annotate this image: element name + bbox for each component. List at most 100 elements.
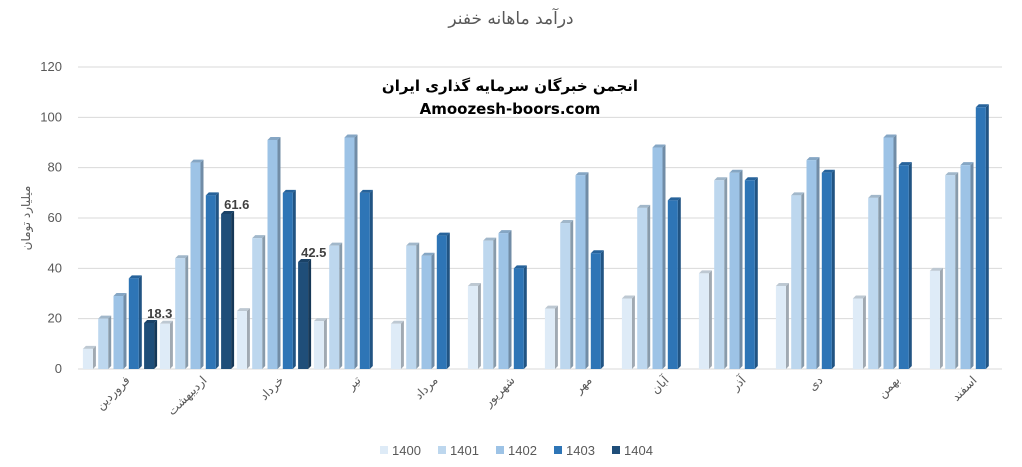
bar-side xyxy=(908,162,912,369)
x-category-label: مرداد xyxy=(412,373,442,403)
y-tick-label: 40 xyxy=(48,260,62,275)
bar-top xyxy=(190,159,204,163)
bar-side xyxy=(862,295,866,369)
bar-1400-9 xyxy=(775,285,786,369)
bar-1403-1 xyxy=(205,195,216,369)
x-category-label: تیر xyxy=(343,373,364,394)
bar-top xyxy=(806,157,820,161)
bar-top xyxy=(652,144,666,148)
bar-top xyxy=(560,220,574,224)
legend-label: 1400 xyxy=(392,443,421,458)
bar-side xyxy=(354,134,358,369)
bar-1402-3 xyxy=(344,137,355,369)
legend-label: 1404 xyxy=(624,443,653,458)
bar-side xyxy=(677,197,681,369)
y-tick-label: 80 xyxy=(48,160,62,175)
bar-1403-4 xyxy=(436,235,447,369)
watermark-line2: Amoozesh-boors.com xyxy=(420,100,601,118)
bar-top xyxy=(513,265,527,269)
bar-side xyxy=(400,320,404,369)
bar-side xyxy=(708,270,712,369)
bar-1403-2 xyxy=(282,192,293,369)
bars xyxy=(82,104,989,370)
bar-1402-6 xyxy=(575,175,586,369)
watermark-line1: انجمن خبرگان سرمایه گذاری ایران xyxy=(382,77,638,95)
bar-top xyxy=(467,282,481,286)
bar-1400-11 xyxy=(929,270,940,369)
bar-side xyxy=(154,319,158,369)
bar-side xyxy=(939,267,943,369)
bar-1401-2 xyxy=(252,238,263,369)
bar-1400-10 xyxy=(852,298,863,369)
bar-top xyxy=(821,169,835,173)
bar-side xyxy=(369,189,373,369)
bar-top xyxy=(929,267,943,271)
bar-top xyxy=(221,210,235,214)
bar-1403-6 xyxy=(590,253,601,369)
bar-1402-1 xyxy=(190,162,201,369)
bar-side xyxy=(108,315,112,369)
bar-side xyxy=(416,242,420,369)
bar-side xyxy=(570,220,574,369)
bar-side xyxy=(446,232,450,369)
bar-side xyxy=(831,169,835,369)
bar-1402-9 xyxy=(806,160,817,369)
bar-top xyxy=(128,275,142,279)
x-category-label: آذر xyxy=(727,372,750,395)
x-category-label: بهمن xyxy=(875,373,903,401)
bar-side xyxy=(878,194,882,369)
bar-1402-8 xyxy=(729,172,740,369)
legend-swatch xyxy=(438,446,446,454)
bar-side xyxy=(231,210,235,369)
bar-1401-3 xyxy=(329,245,340,369)
bar-side xyxy=(662,144,666,369)
bar-top xyxy=(406,242,420,246)
bar-top xyxy=(252,235,266,239)
bar-1403-11 xyxy=(975,107,986,370)
bar-top xyxy=(960,162,974,166)
bar-1401-9 xyxy=(791,195,802,369)
bar-1402-7 xyxy=(652,147,663,369)
legend-label: 1401 xyxy=(450,443,479,458)
bar-top xyxy=(590,250,604,254)
bar-top xyxy=(714,177,728,181)
bar-1400-6 xyxy=(544,308,555,369)
bar-side xyxy=(477,282,481,369)
bar-side xyxy=(785,282,789,369)
data-label: 61.6 xyxy=(224,197,249,212)
bar-top xyxy=(329,242,343,246)
bar-side xyxy=(893,134,897,369)
bar-side xyxy=(585,172,589,369)
bar-1402-10 xyxy=(883,137,894,369)
x-category-label: مهر xyxy=(571,373,595,397)
bar-top xyxy=(544,305,558,309)
bar-1401-7 xyxy=(637,207,648,369)
bar-top xyxy=(282,189,296,193)
bar-1400-0 xyxy=(82,348,93,369)
legend-swatch xyxy=(380,446,388,454)
bar-top xyxy=(390,320,404,324)
bar-side xyxy=(647,204,651,369)
bar-side xyxy=(523,265,527,369)
legend: 1400 1401 1402 1403 1404 xyxy=(380,443,653,458)
bar-1402-2 xyxy=(267,139,278,369)
bar-1401-1 xyxy=(175,258,186,369)
bar-1401-10 xyxy=(868,197,879,369)
bar-top xyxy=(729,169,743,173)
bar-1400-2 xyxy=(236,311,247,369)
bar-side xyxy=(493,237,497,369)
bar-top xyxy=(852,295,866,299)
bar-1400-7 xyxy=(621,298,632,369)
bar-1401-11 xyxy=(945,175,956,369)
bar-side xyxy=(754,177,758,369)
bar-top xyxy=(945,172,959,176)
bar-side xyxy=(277,136,281,369)
bar-top xyxy=(621,295,635,299)
bar-1404-1 xyxy=(221,213,232,369)
bar-1402-4 xyxy=(421,255,432,369)
bar-side xyxy=(123,293,127,369)
bar-top xyxy=(159,320,173,324)
bar-1404-0 xyxy=(144,322,155,369)
bar-top xyxy=(698,270,712,274)
